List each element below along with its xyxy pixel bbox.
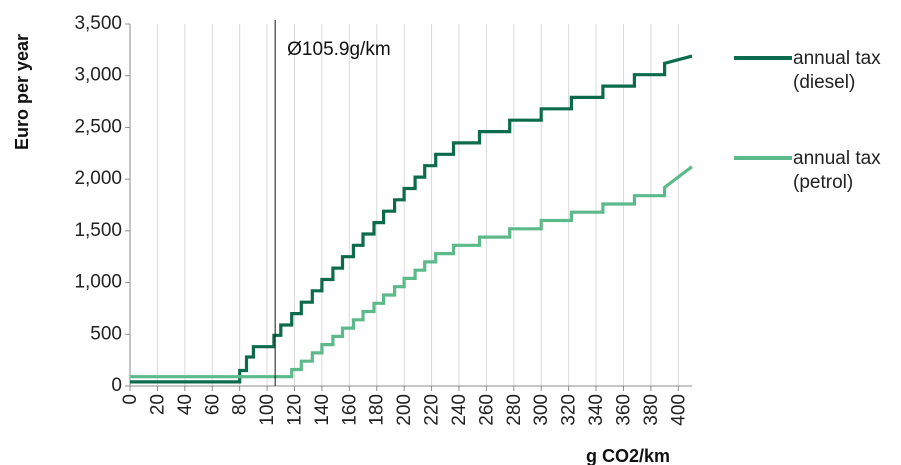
legend: annual tax (diesel) annual tax (petrol) — [734, 48, 881, 193]
y-tick-label: 1,500 — [74, 220, 122, 241]
y-tick-label: 2,000 — [74, 168, 122, 189]
legend-label-diesel: annual tax (diesel) — [793, 48, 881, 93]
x-tick-label: 300 — [531, 394, 552, 426]
average-marker-label: Ø105.9g/km — [287, 39, 391, 60]
x-tick-label: 160 — [339, 394, 360, 426]
x-axis-title: g CO2/km — [586, 446, 670, 465]
x-tick-label: 180 — [367, 394, 388, 426]
x-tick-label: 280 — [504, 394, 525, 426]
x-tick-label: 60 — [202, 394, 223, 415]
x-tick-label: 20 — [147, 394, 168, 415]
annotation-group: Ø105.9g/km — [274, 20, 391, 386]
series-line-diesel — [130, 54, 693, 384]
x-tick-label: 400 — [668, 394, 689, 426]
x-tick-label: 260 — [476, 394, 497, 426]
x-tick-label: 380 — [641, 394, 662, 426]
y-tick-label: 500 — [90, 323, 122, 344]
axes — [125, 23, 692, 391]
y-tick-label: 0 — [111, 375, 122, 396]
x-tick-label: 100 — [257, 394, 278, 426]
x-tick-label: 40 — [175, 394, 196, 415]
x-tick-label: 140 — [312, 394, 333, 426]
series-group — [130, 54, 693, 384]
y-tick-label: 1,000 — [74, 272, 122, 293]
series-line-petrol — [130, 165, 693, 379]
y-tick-label: 3,000 — [74, 65, 122, 86]
x-tick-label: 0 — [120, 394, 141, 405]
y-axis-title: Euro per year — [12, 34, 32, 150]
x-tick-label: 240 — [449, 394, 470, 426]
x-tick-label: 200 — [394, 394, 415, 426]
grid-lines — [129, 24, 679, 386]
tick-labels: 0 20 40 60 80 100 120 140 160 180 200 220 240 260 280 3… — [74, 13, 689, 426]
x-tick-label: 220 — [422, 394, 443, 426]
legend-label-petrol: annual tax (petrol) — [793, 148, 881, 193]
x-tick-label: 80 — [230, 394, 251, 415]
x-tick-label: 340 — [586, 394, 607, 426]
x-tick-label: 320 — [559, 394, 580, 426]
x-tick-label: 360 — [613, 394, 634, 426]
x-tick-label: 120 — [285, 394, 306, 426]
y-tick-label: 3,500 — [74, 13, 122, 34]
y-tick-label: 2,500 — [74, 116, 122, 137]
